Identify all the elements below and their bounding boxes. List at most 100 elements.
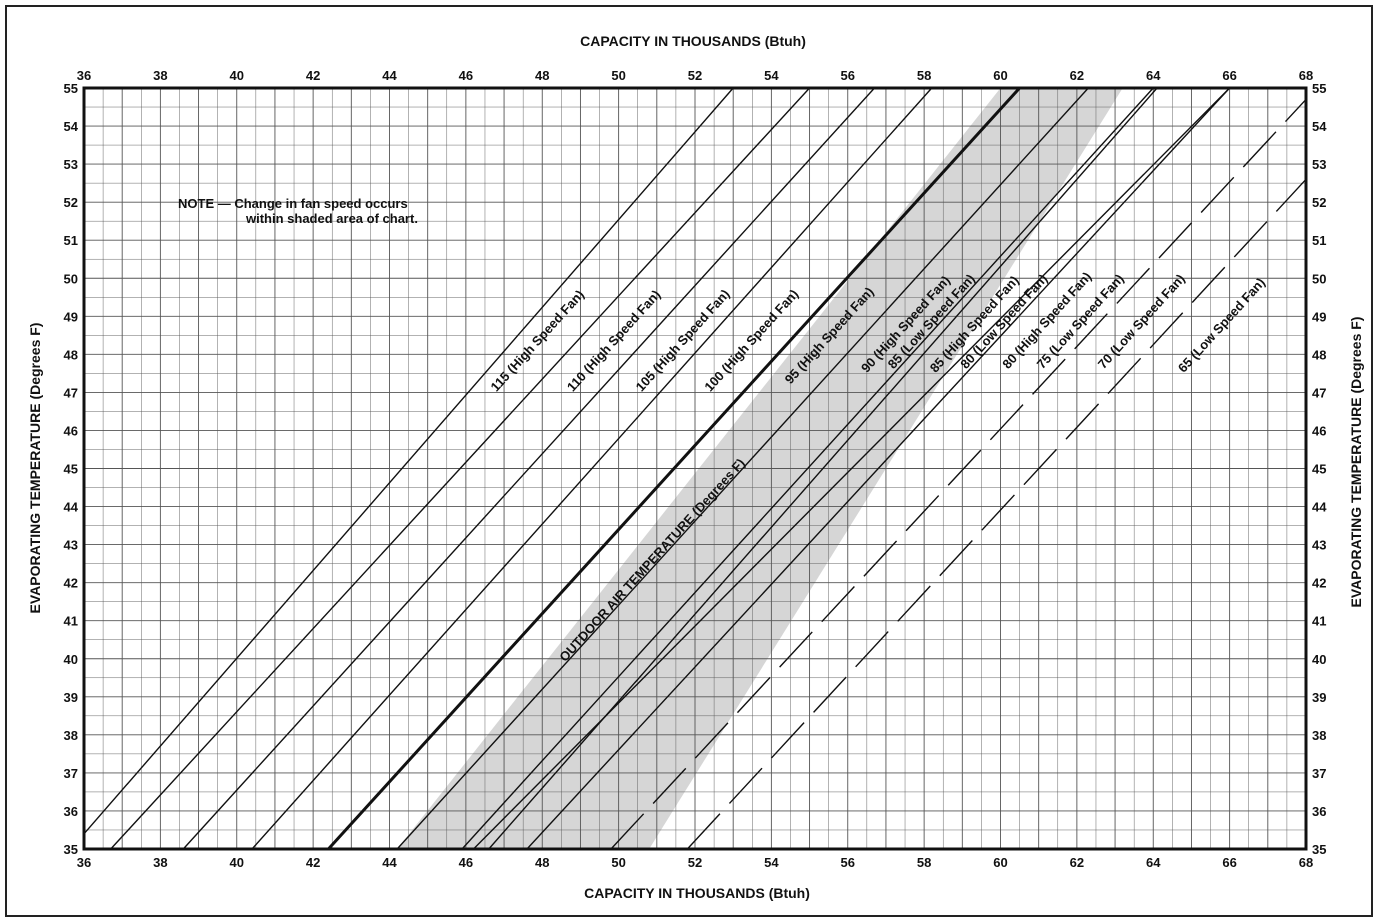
curve-3 bbox=[251, 87, 933, 850]
grid bbox=[83, 87, 1307, 850]
x-tick-top-42: 42 bbox=[306, 68, 320, 83]
x-tick-bottom-54: 54 bbox=[764, 855, 779, 870]
x-tick-top-68: 68 bbox=[1299, 68, 1313, 83]
y-tick-left-42: 42 bbox=[64, 576, 78, 591]
y-tick-right-43: 43 bbox=[1312, 538, 1326, 553]
x-tick-top-36: 36 bbox=[77, 68, 91, 83]
curve-4 bbox=[327, 86, 1021, 851]
y-axis-title-right: EVAPORATING TEMPERATURE (Degrees F) bbox=[1348, 317, 1364, 608]
x-tick-top-52: 52 bbox=[688, 68, 702, 83]
y-tick-left-40: 40 bbox=[64, 652, 78, 667]
x-tick-top-40: 40 bbox=[230, 68, 244, 83]
curve-8 bbox=[473, 87, 1231, 850]
curve-label-12: 65 (Low Speed Fan) bbox=[1175, 275, 1268, 376]
tick-labels: 36 36 38 38 40 40 42 42 44 44 46 46 48 48 50 50 52 52 54 54… bbox=[64, 68, 1328, 870]
y-tick-right-37: 37 bbox=[1312, 766, 1326, 781]
y-tick-right-53: 53 bbox=[1312, 157, 1326, 172]
x-tick-top-66: 66 bbox=[1222, 68, 1236, 83]
x-tick-bottom-44: 44 bbox=[382, 855, 397, 870]
curves bbox=[83, 86, 1307, 851]
x-tick-top-60: 60 bbox=[993, 68, 1007, 83]
y-tick-left-36: 36 bbox=[64, 804, 78, 819]
y-tick-right-51: 51 bbox=[1312, 233, 1326, 248]
x-tick-bottom-42: 42 bbox=[306, 855, 320, 870]
x-tick-bottom-58: 58 bbox=[917, 855, 931, 870]
page-border bbox=[5, 5, 1373, 917]
y-tick-left-35: 35 bbox=[64, 842, 78, 857]
x-tick-top-62: 62 bbox=[1070, 68, 1084, 83]
y-tick-left-44: 44 bbox=[64, 500, 79, 515]
x-tick-bottom-36: 36 bbox=[77, 855, 91, 870]
y-tick-left-52: 52 bbox=[64, 195, 78, 210]
y-tick-left-49: 49 bbox=[64, 309, 78, 324]
x-tick-bottom-62: 62 bbox=[1070, 855, 1084, 870]
y-tick-right-44: 44 bbox=[1312, 500, 1327, 515]
x-tick-bottom-68: 68 bbox=[1299, 855, 1313, 870]
y-tick-right-49: 49 bbox=[1312, 309, 1326, 324]
y-tick-left-37: 37 bbox=[64, 766, 78, 781]
y-tick-right-35: 35 bbox=[1312, 842, 1326, 857]
y-tick-left-38: 38 bbox=[64, 728, 78, 743]
y-tick-right-38: 38 bbox=[1312, 728, 1326, 743]
y-tick-right-45: 45 bbox=[1312, 462, 1326, 477]
x-tick-top-44: 44 bbox=[382, 68, 397, 83]
x-tick-bottom-60: 60 bbox=[993, 855, 1007, 870]
y-tick-left-47: 47 bbox=[64, 385, 78, 400]
y-tick-right-46: 46 bbox=[1312, 423, 1326, 438]
x-tick-bottom-48: 48 bbox=[535, 855, 549, 870]
x-tick-top-38: 38 bbox=[153, 68, 167, 83]
y-tick-right-36: 36 bbox=[1312, 804, 1326, 819]
y-tick-right-41: 41 bbox=[1312, 614, 1326, 629]
x-tick-bottom-50: 50 bbox=[611, 855, 625, 870]
x-tick-top-46: 46 bbox=[459, 68, 473, 83]
curve-2 bbox=[182, 87, 875, 850]
x-tick-bottom-56: 56 bbox=[841, 855, 855, 870]
y-tick-left-55: 55 bbox=[64, 81, 78, 96]
y-tick-right-55: 55 bbox=[1312, 81, 1326, 96]
y-tick-left-45: 45 bbox=[64, 462, 78, 477]
x-axis-title: CAPACITY IN THOUSANDS (Btuh) bbox=[584, 885, 810, 901]
x-tick-bottom-38: 38 bbox=[153, 855, 167, 870]
curve-11 bbox=[686, 178, 1307, 850]
x-tick-top-64: 64 bbox=[1146, 68, 1161, 83]
y-tick-left-41: 41 bbox=[64, 614, 78, 629]
y-tick-right-42: 42 bbox=[1312, 576, 1326, 591]
y-tick-left-50: 50 bbox=[64, 271, 78, 286]
y-tick-right-47: 47 bbox=[1312, 385, 1326, 400]
x-tick-top-54: 54 bbox=[764, 68, 779, 83]
y-tick-right-39: 39 bbox=[1312, 690, 1326, 705]
curve-1 bbox=[110, 87, 811, 850]
y-tick-left-54: 54 bbox=[64, 119, 79, 134]
x-tick-top-58: 58 bbox=[917, 68, 931, 83]
curve-9 bbox=[526, 87, 1231, 850]
y-tick-left-48: 48 bbox=[64, 347, 78, 362]
top-axis-title: CAPACITY IN THOUSANDS (Btuh) bbox=[580, 33, 806, 49]
note-line-1: NOTE — Change in fan speed occurs bbox=[178, 196, 408, 211]
y-tick-left-51: 51 bbox=[64, 233, 78, 248]
note-line-2: within shaded area of chart. bbox=[245, 211, 418, 226]
x-tick-top-50: 50 bbox=[611, 68, 625, 83]
x-tick-bottom-66: 66 bbox=[1222, 855, 1236, 870]
y-tick-left-53: 53 bbox=[64, 157, 78, 172]
x-tick-bottom-46: 46 bbox=[459, 855, 473, 870]
y-tick-right-50: 50 bbox=[1312, 271, 1326, 286]
y-tick-left-43: 43 bbox=[64, 538, 78, 553]
curve-10 bbox=[610, 98, 1307, 850]
y-tick-right-40: 40 bbox=[1312, 652, 1326, 667]
plot-area-border bbox=[82, 86, 1308, 851]
curve-0 bbox=[83, 87, 734, 835]
x-tick-top-56: 56 bbox=[841, 68, 855, 83]
x-tick-bottom-40: 40 bbox=[230, 855, 244, 870]
curve-6 bbox=[461, 87, 1154, 850]
x-tick-top-48: 48 bbox=[535, 68, 549, 83]
y-tick-left-39: 39 bbox=[64, 690, 78, 705]
y-tick-right-52: 52 bbox=[1312, 195, 1326, 210]
y-tick-right-54: 54 bbox=[1312, 119, 1327, 134]
y-tick-right-48: 48 bbox=[1312, 347, 1326, 362]
y-axis-title-left: EVAPORATING TEMPERATURE (Degrees F) bbox=[27, 323, 43, 614]
x-tick-bottom-52: 52 bbox=[688, 855, 702, 870]
y-tick-left-46: 46 bbox=[64, 423, 78, 438]
curve-5 bbox=[396, 87, 1089, 850]
x-tick-bottom-64: 64 bbox=[1146, 855, 1161, 870]
